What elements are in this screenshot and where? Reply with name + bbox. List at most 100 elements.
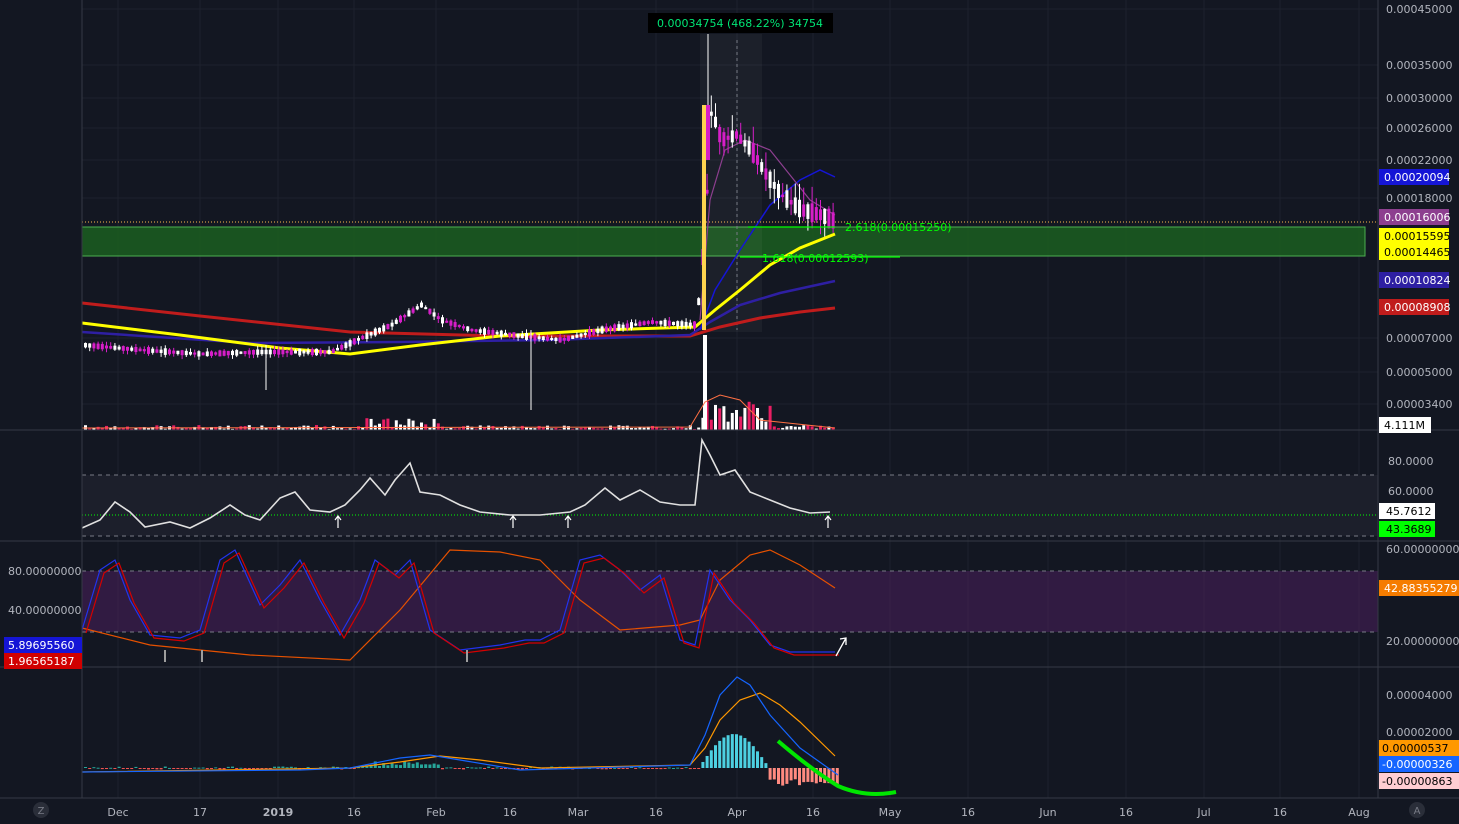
macd-bar (180, 768, 184, 769)
volume-bar (252, 427, 255, 430)
macd-pane[interactable] (81, 676, 897, 796)
candle-body (508, 332, 512, 337)
price-tick: 0.00007000 (1386, 332, 1452, 345)
volume-bar (768, 405, 772, 430)
rsi-pane[interactable] (81, 437, 1378, 537)
price-tag (1379, 299, 1449, 315)
macd-bar (709, 750, 713, 768)
rsi-arrow (334, 515, 342, 528)
macd-tag (1379, 756, 1459, 772)
candle-body (693, 321, 696, 329)
volume-bar (176, 426, 180, 430)
price-tag-label: 0.00010824 (1384, 274, 1450, 287)
volume-bar (420, 422, 423, 430)
candle-body (798, 199, 801, 218)
volume-bar (819, 425, 822, 430)
price-tag-label: 4.111M (1384, 419, 1425, 432)
time-axis[interactable]: Dec 17 2019 16 Feb 16 Mar 16 Apr 16 May 16 Jun 16 Jul 1… (107, 806, 1369, 819)
candle-body (210, 351, 213, 356)
macd-bar (751, 746, 755, 768)
stoch-pane[interactable] (81, 549, 1378, 662)
auto-scale-button[interactable] (1409, 802, 1425, 818)
macd-bar (617, 768, 621, 769)
candle-body (491, 330, 495, 336)
volume-bar (516, 428, 520, 430)
macd-bar (113, 768, 117, 769)
macd-bar (231, 766, 234, 768)
price-axis[interactable]: 0.00045000 0.00035000 0.00030000 0.00026000… (1379, 3, 1459, 789)
macd-bar (100, 768, 104, 770)
macd-bar (487, 766, 491, 768)
macd-bar (743, 738, 747, 768)
macd-bar (214, 767, 218, 769)
macd-bar (399, 765, 402, 768)
candle-body (256, 349, 260, 355)
macd-bar (306, 767, 310, 769)
volume-bar (718, 408, 722, 430)
volume-bar (294, 427, 297, 430)
candle-body (218, 350, 222, 357)
macd-bar (260, 768, 264, 769)
candle-body (441, 317, 444, 324)
volume-bar (726, 421, 730, 430)
candle-body (483, 328, 486, 335)
candle-body (121, 346, 125, 351)
macd-bar (525, 768, 528, 769)
volume-bar (583, 427, 587, 430)
macd-bar (331, 766, 335, 768)
candle-body (96, 343, 100, 349)
candle-body (823, 208, 827, 225)
candle-body (184, 350, 188, 356)
macd-bar (814, 768, 818, 784)
macd-bar (760, 757, 764, 768)
volume-bar (604, 428, 608, 430)
macd-bar (201, 767, 205, 769)
stoch-tick-right: 60.00000000 (1386, 543, 1459, 556)
macd-bar (289, 766, 293, 768)
macd-bar (634, 768, 638, 769)
candle-body (151, 348, 155, 353)
volume-bar (121, 427, 125, 430)
macd-bar (735, 734, 738, 768)
macd-bar (390, 763, 394, 768)
candle-body (525, 333, 528, 340)
candle-body (634, 323, 638, 326)
macd-bar (466, 766, 470, 768)
price-pane[interactable]: 2.618(0.00015250) 1.618(0.00012593) 0.00… (81, 13, 1378, 430)
macd-tick: 0.00002000 (1386, 726, 1452, 739)
macd-bar (420, 764, 423, 768)
volume-bar (823, 427, 827, 430)
volume-bar (504, 426, 507, 430)
macd-bar (600, 768, 604, 770)
macd-bar (789, 768, 793, 781)
left-axis[interactable]: 80.00000000 40.00000000 5.89695560 1.965651… (4, 565, 82, 669)
volume-bar (596, 428, 600, 430)
candle-body (516, 333, 520, 338)
candle-body (592, 329, 596, 335)
candle-body (205, 351, 209, 357)
candle-body (588, 329, 591, 337)
macd-bar (772, 768, 776, 780)
candle-body (768, 171, 772, 188)
macd-bar (441, 768, 444, 770)
macd-bar (256, 768, 260, 770)
volume-bar (289, 427, 293, 430)
support-zone[interactable] (81, 226, 1366, 257)
macd-bar (432, 763, 436, 768)
ema-mid (81, 279, 836, 345)
timezone-button[interactable] (33, 802, 49, 818)
macd-bar (117, 766, 121, 768)
candle-body (222, 350, 226, 356)
volume-bar (638, 427, 642, 430)
candle-body (478, 329, 482, 333)
price-tick: 0.00022000 (1386, 154, 1452, 167)
candle-body (449, 320, 453, 326)
macd-bar (453, 768, 457, 769)
candle-body (676, 321, 680, 327)
volume-bar (352, 428, 356, 430)
stoch-up-arrow (835, 637, 847, 657)
candle-body (785, 190, 789, 208)
volume-bar (310, 428, 314, 430)
candle-body (604, 326, 608, 332)
